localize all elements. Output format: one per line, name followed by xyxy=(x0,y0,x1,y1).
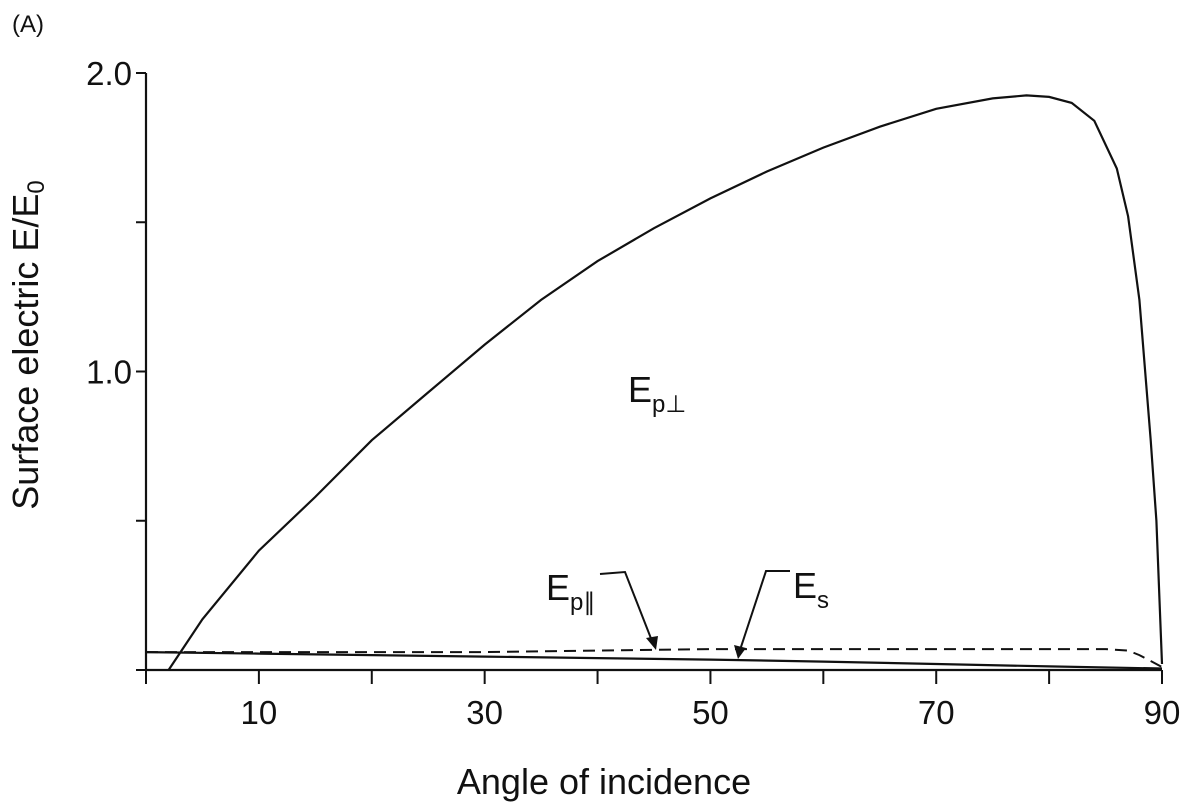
series-label-ep-perp: Ep⊥ xyxy=(628,369,686,418)
arrow-es xyxy=(734,570,790,659)
x-axis-title: Angle of incidence xyxy=(457,761,751,802)
series-label-ep-par: Ep∥ xyxy=(546,567,595,616)
panel-label: (A) xyxy=(12,11,44,38)
series-layer xyxy=(145,94,1164,671)
y-tick-labels: 1.0 2.0 xyxy=(86,55,132,391)
series-label-es: Es xyxy=(793,565,829,614)
arrow-ep-par xyxy=(599,570,658,650)
y-tick-label: 2.0 xyxy=(86,55,132,92)
x-tick-label: 30 xyxy=(466,694,503,731)
y-tick-label: 1.0 xyxy=(86,354,132,391)
series-line-es xyxy=(145,651,1163,670)
y-ticks xyxy=(136,72,146,671)
x-tick-labels: 10 30 50 70 90 xyxy=(241,694,1181,731)
x-tick-label: 90 xyxy=(1144,694,1181,731)
series-line-ep-perp xyxy=(167,94,1164,671)
x-ticks xyxy=(145,670,1163,684)
series-line-ep-par xyxy=(146,648,1163,668)
y-axis-title-main: Surface electric E/E xyxy=(5,194,46,510)
axes xyxy=(144,73,1162,672)
x-tick-label: 70 xyxy=(918,694,955,731)
x-tick-label: 10 xyxy=(241,694,278,731)
y-axis-title-subscript: 0 xyxy=(23,180,50,193)
x-tick-label: 50 xyxy=(692,694,729,731)
y-axis-title: Surface electric E/E0 xyxy=(5,180,50,509)
